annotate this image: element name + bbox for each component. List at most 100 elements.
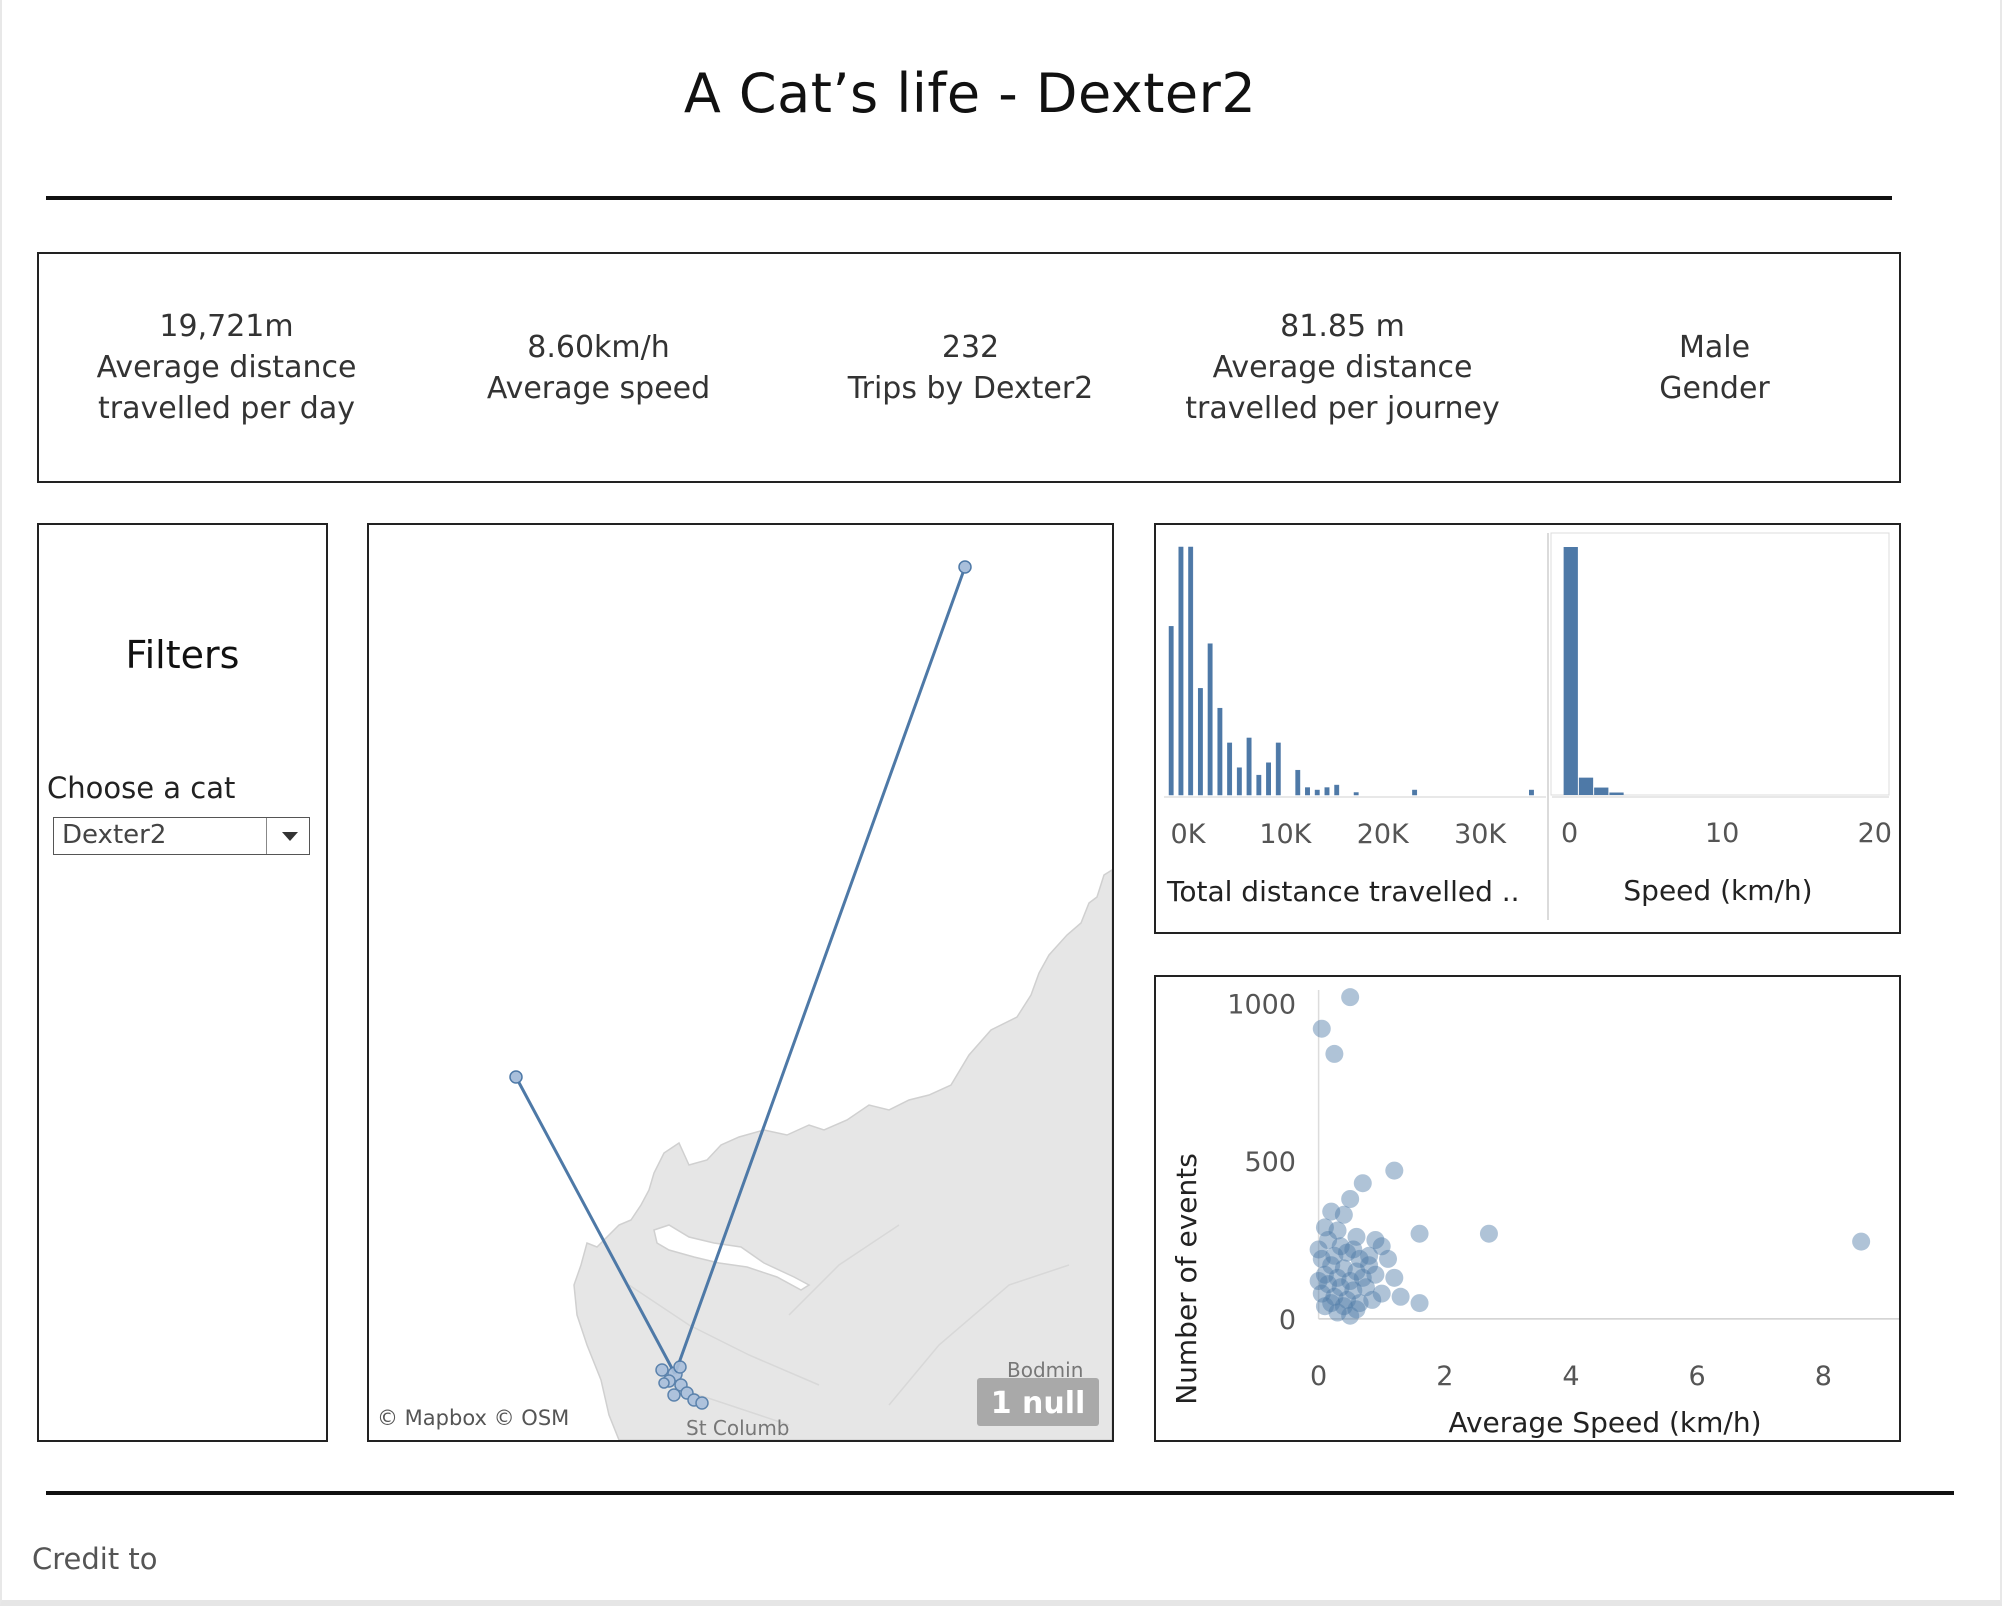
map-canvas[interactable]: Bodmin St Columb © Mapbox © OSM 1 null	[369, 525, 1112, 1440]
map-point[interactable]	[667, 1388, 681, 1402]
scatter-point[interactable]	[1410, 1294, 1429, 1313]
scatter-point[interactable]	[1328, 1221, 1347, 1240]
scatter-point[interactable]	[1319, 1231, 1338, 1249]
map-attribution[interactable]: © Mapbox © OSM	[377, 1406, 569, 1430]
scatter-point[interactable]	[1372, 1284, 1391, 1303]
scatter-point[interactable]	[1322, 1202, 1341, 1221]
track-line	[514, 1076, 677, 1375]
scatter-point[interactable]	[1341, 988, 1360, 1007]
chevron-down-icon[interactable]	[282, 832, 298, 841]
scatter-point[interactable]	[1322, 1294, 1341, 1313]
histogram-bar[interactable]	[1578, 777, 1594, 795]
cat-select-dropdown[interactable]: Dexter2	[53, 817, 310, 855]
scatter-point[interactable]	[1385, 1268, 1404, 1287]
null-indicator[interactable]	[977, 1378, 1099, 1426]
scatter-point[interactable]	[1363, 1290, 1382, 1309]
scatter-point[interactable]	[1312, 1249, 1331, 1268]
map-point[interactable]	[658, 1377, 670, 1389]
map-point[interactable]	[695, 1396, 709, 1410]
scatter-point[interactable]	[1852, 1232, 1871, 1251]
scatter-point[interactable]	[1338, 1290, 1357, 1309]
map-point[interactable]	[958, 560, 972, 574]
map-point[interactable]	[673, 1360, 687, 1374]
scatter-point[interactable]	[1331, 1237, 1350, 1256]
histogram-bar[interactable]	[1178, 546, 1184, 796]
scatter-point[interactable]	[1338, 1243, 1357, 1262]
scatter-point[interactable]	[1334, 1259, 1353, 1278]
kpi-gender: Male Gender	[1527, 254, 1902, 481]
histogram-bar[interactable]	[1412, 789, 1418, 796]
histogram-bar[interactable]	[1168, 626, 1174, 796]
scatter-point[interactable]	[1366, 1265, 1385, 1284]
scatter-point[interactable]	[1322, 1256, 1341, 1275]
map-point[interactable]	[509, 1070, 523, 1084]
scatter-point[interactable]	[1312, 1284, 1331, 1303]
histogram-bar[interactable]	[1275, 742, 1281, 796]
histogram-bar[interactable]	[1295, 769, 1301, 796]
map-point-cluster[interactable]	[655, 1360, 709, 1410]
scatter-point[interactable]	[1347, 1300, 1366, 1319]
scatter-point[interactable]	[1312, 1019, 1331, 1038]
scatter-point[interactable]	[1309, 1272, 1328, 1290]
scatter-point[interactable]	[1344, 1240, 1363, 1259]
scatter-point[interactable]	[1328, 1303, 1347, 1322]
histogram-bar[interactable]	[1266, 762, 1272, 796]
y-tick-label: 1000	[1227, 989, 1296, 1020]
histogram-bar[interactable]	[1334, 784, 1340, 796]
histogram-bar[interactable]	[1314, 789, 1320, 796]
scatter-point[interactable]	[1325, 1246, 1344, 1265]
scatter-point[interactable]	[1319, 1275, 1338, 1294]
scatter-point[interactable]	[1341, 1190, 1360, 1208]
scatter-point[interactable]	[1325, 1044, 1344, 1063]
scatter-point[interactable]	[1334, 1297, 1353, 1316]
scatter-point[interactable]	[1341, 1306, 1360, 1325]
map-point[interactable]	[655, 1363, 669, 1377]
scatter-point[interactable]	[1366, 1231, 1385, 1249]
scatter-point[interactable]	[1350, 1294, 1369, 1313]
scatter-point[interactable]	[1385, 1161, 1404, 1180]
histogram-bar[interactable]	[1217, 707, 1223, 796]
scatter-point[interactable]	[1379, 1249, 1398, 1268]
histogram-bar[interactable]	[1305, 787, 1310, 796]
scatter-point[interactable]	[1356, 1278, 1375, 1297]
kpi-label: Average distance	[1212, 350, 1473, 385]
x-axis-label: Total distance travelled ..	[1166, 875, 1520, 908]
scatter-point[interactable]	[1347, 1227, 1366, 1246]
scatter-point[interactable]	[1353, 1268, 1372, 1287]
histogram-bar[interactable]	[1594, 787, 1609, 795]
map-panel[interactable]: Bodmin St Columb © Mapbox © OSM 1 null	[367, 523, 1114, 1442]
histogram-bar[interactable]	[1256, 774, 1262, 796]
scatter-point[interactable]	[1350, 1249, 1369, 1268]
x-axis-label: Average Speed (km/h)	[1448, 1406, 1761, 1439]
scatter-point[interactable]	[1331, 1278, 1350, 1297]
histogram-bar[interactable]	[1563, 547, 1578, 795]
scatter-point[interactable]	[1344, 1281, 1363, 1300]
scatter-point[interactable]	[1372, 1237, 1391, 1256]
scatter-point[interactable]	[1391, 1287, 1410, 1306]
histogram-bar[interactable]	[1188, 546, 1194, 796]
scatter-point[interactable]	[1334, 1205, 1353, 1224]
scatter-point[interactable]	[1315, 1265, 1334, 1284]
scatter-point[interactable]	[1309, 1240, 1328, 1259]
scatter-point[interactable]	[1410, 1224, 1429, 1243]
histogram-bar[interactable]	[1529, 789, 1534, 796]
histogram-bar[interactable]	[1227, 742, 1233, 796]
histogram-bar[interactable]	[1246, 737, 1252, 796]
scatter-point[interactable]	[1315, 1218, 1334, 1237]
histogram-bar[interactable]	[1609, 792, 1624, 795]
scatter-point[interactable]	[1360, 1256, 1379, 1275]
histogram-bar[interactable]	[1236, 767, 1242, 796]
histogram-bar[interactable]	[1197, 688, 1203, 796]
scatter-point[interactable]	[1341, 1272, 1360, 1290]
scatter-point[interactable]	[1353, 1174, 1372, 1193]
scatter-point[interactable]	[1325, 1287, 1344, 1306]
scatter-point[interactable]	[1360, 1246, 1379, 1265]
scatter-point[interactable]	[1347, 1262, 1366, 1281]
scatter-point[interactable]	[1328, 1268, 1347, 1287]
scatter-point[interactable]	[1479, 1224, 1498, 1243]
histogram-bar[interactable]	[1207, 643, 1213, 796]
null-indicator-label[interactable]: 1 null	[991, 1386, 1086, 1421]
histogram-bar[interactable]	[1324, 787, 1330, 796]
scatter-point[interactable]	[1315, 1297, 1334, 1316]
histogram-bar[interactable]	[1353, 792, 1359, 796]
